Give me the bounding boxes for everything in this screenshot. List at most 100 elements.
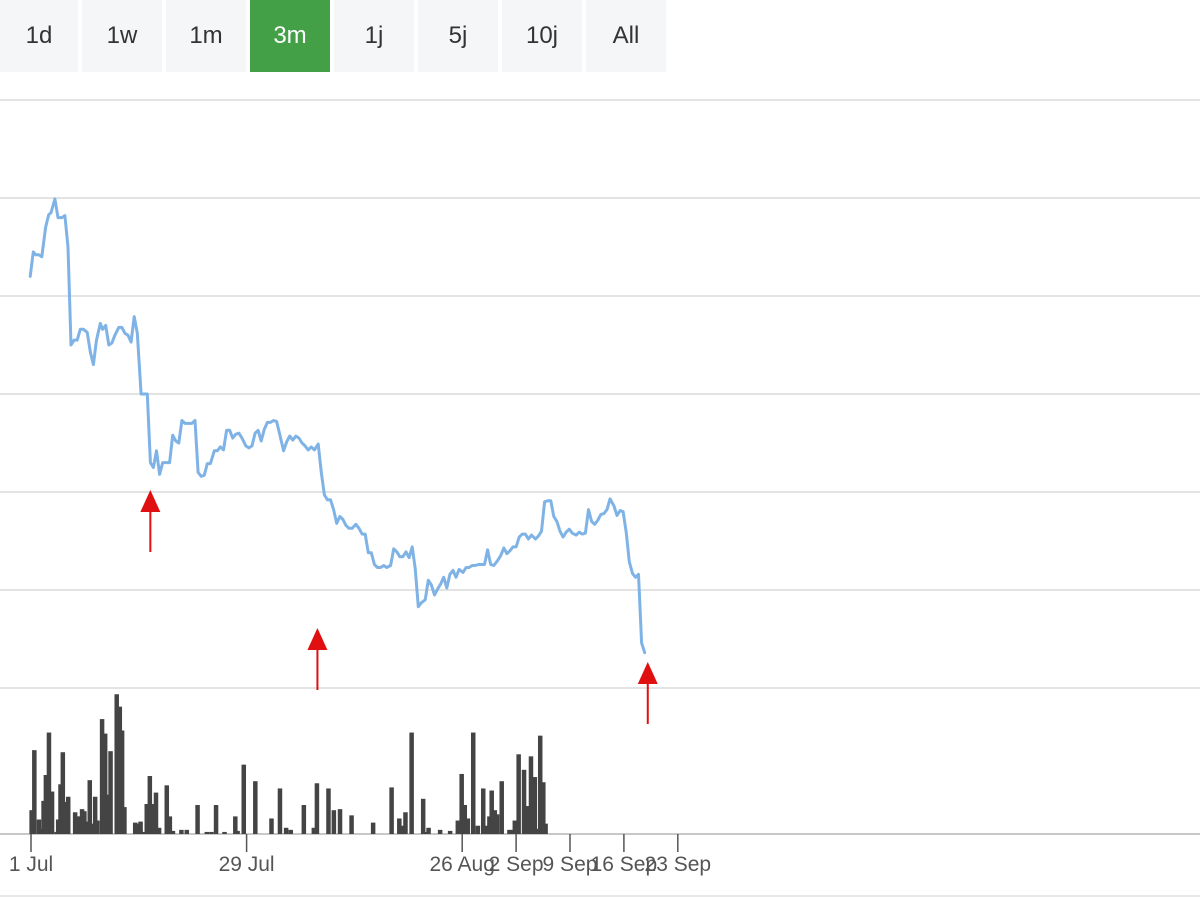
- volume-bar: [311, 827, 317, 834]
- volume-bar: [209, 831, 214, 834]
- volume-bar: [117, 706, 123, 834]
- volume-bar: [484, 825, 489, 834]
- volume-bar: [389, 787, 394, 834]
- x-tick-label: 2 Sep: [489, 853, 544, 876]
- volume-bar: [543, 823, 548, 834]
- volume-bar: [153, 792, 159, 834]
- range-button-5j[interactable]: 5j: [418, 0, 498, 72]
- volume-bar: [510, 829, 515, 834]
- volume-bar: [55, 819, 61, 834]
- volume-bar: [213, 805, 219, 834]
- volume-bar: [82, 811, 87, 834]
- range-button-1w[interactable]: 1w: [82, 0, 162, 72]
- up-arrow-marker: [140, 490, 161, 552]
- volume-bar: [288, 829, 293, 834]
- volume-bar: [532, 777, 538, 834]
- volume-bar: [426, 827, 431, 834]
- arrow-head: [307, 628, 328, 650]
- volume-bar: [241, 764, 247, 834]
- up-arrow-marker: [637, 662, 658, 724]
- volume-bar: [499, 781, 504, 834]
- volume-bar: [136, 823, 141, 834]
- x-tick-label: 9 Sep: [543, 853, 598, 876]
- range-button-1d[interactable]: 1d: [0, 0, 78, 72]
- volume-bar: [233, 816, 238, 834]
- volume-bar: [326, 788, 331, 834]
- volume-bar: [84, 821, 89, 834]
- x-tick-label: 26 Aug: [429, 853, 494, 876]
- volume-bar: [140, 831, 146, 834]
- volume-bar: [423, 831, 428, 834]
- volume-bar: [108, 751, 113, 834]
- arrow-head: [140, 490, 161, 512]
- volume-bar: [114, 694, 119, 834]
- range-button-all[interactable]: All: [586, 0, 666, 72]
- volume-bar: [43, 774, 49, 834]
- volume-bar: [494, 814, 500, 834]
- volume-bar: [222, 831, 227, 834]
- volume-bar: [314, 783, 320, 834]
- volume-bar: [156, 827, 162, 834]
- range-button-10j[interactable]: 10j: [502, 0, 582, 72]
- volume-bar: [487, 816, 492, 834]
- volume-bar: [489, 790, 494, 834]
- volume-bar: [119, 730, 125, 834]
- volume-bar: [516, 754, 521, 834]
- volume-bar: [60, 752, 66, 834]
- x-tick-label: 16 Sep: [591, 853, 658, 876]
- volume-bar: [79, 809, 85, 834]
- volume-bar: [253, 781, 258, 834]
- volume-bar: [90, 823, 96, 834]
- volume-bar: [147, 776, 153, 834]
- volume-bar: [528, 756, 534, 834]
- volume-bar: [105, 794, 110, 834]
- range-button-1j[interactable]: 1j: [334, 0, 414, 72]
- volume-bar: [46, 732, 52, 834]
- volume-bar: [41, 800, 46, 834]
- volume-bar: [49, 791, 55, 834]
- range-button-1m[interactable]: 1m: [166, 0, 246, 72]
- volume-bar: [92, 796, 98, 834]
- volume-bar: [420, 798, 426, 834]
- grid: [0, 99, 1200, 897]
- volume-bar: [75, 816, 80, 834]
- volume-bar: [475, 825, 481, 834]
- x-tick-label: 23 Sep: [645, 853, 712, 876]
- volume-bar: [541, 782, 546, 834]
- volume-bar: [170, 830, 176, 834]
- volume-bar: [36, 819, 42, 834]
- volume-bar: [99, 719, 105, 834]
- volume-bar: [459, 773, 464, 834]
- volume-bar: [150, 803, 156, 834]
- volume-bar: [521, 769, 527, 834]
- volume-bar: [403, 812, 408, 834]
- volume-bar: [87, 780, 93, 834]
- range-button-3m[interactable]: 3m: [250, 0, 330, 72]
- volume-bar: [409, 732, 414, 834]
- volume-bar: [470, 732, 476, 834]
- volume-bar: [32, 750, 37, 834]
- price-line-series: [28, 197, 647, 655]
- volume-bar: [455, 820, 461, 834]
- volume-bar: [179, 829, 184, 834]
- volume-bar: [400, 825, 406, 834]
- volume-bar: [283, 827, 289, 834]
- volume-bar: [167, 816, 173, 834]
- x-tick-label: 29 Jul: [219, 853, 275, 876]
- volume-bar: [132, 822, 138, 834]
- volume-bar: [447, 830, 453, 834]
- volume-bar: [164, 785, 170, 834]
- volume-bar: [58, 784, 63, 834]
- volume-bar: [138, 821, 143, 834]
- volume-bar: [77, 816, 83, 834]
- volume-bar: [537, 735, 543, 834]
- volume-bar: [195, 805, 200, 834]
- volume-bar: [437, 829, 443, 834]
- volume-bar: [507, 829, 512, 834]
- volume-bars: [29, 694, 548, 834]
- volume-bar: [301, 805, 307, 834]
- volume-bar: [462, 805, 468, 834]
- volume-bar: [524, 806, 530, 834]
